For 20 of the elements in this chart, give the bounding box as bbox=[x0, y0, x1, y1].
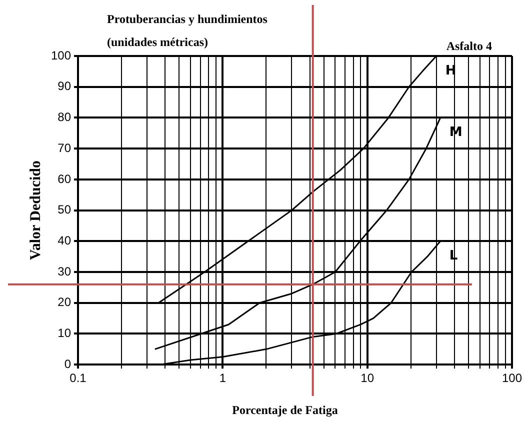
y-tick-label: 60 bbox=[58, 172, 72, 186]
y-tick-label: 80 bbox=[58, 110, 72, 124]
x-tick-label: 1 bbox=[219, 371, 226, 386]
x-axis-title: Porcentaje de Fatiga bbox=[232, 403, 338, 417]
y-tick-label: 40 bbox=[58, 233, 72, 248]
y-tick-label: 20 bbox=[58, 295, 72, 310]
chart-title: Protuberancias y hundimientos bbox=[107, 12, 268, 26]
y-tick-label: 70 bbox=[58, 140, 72, 155]
y-axis-title: Valor Deducido bbox=[28, 160, 44, 260]
x-tick-label: 10 bbox=[360, 371, 374, 386]
chart-subtitle: (unidades métricas) bbox=[107, 35, 208, 49]
y-tick-label: 10 bbox=[58, 326, 72, 340]
y-tick-label: 30 bbox=[58, 264, 72, 278]
x-tick-label: 0.1 bbox=[70, 371, 87, 386]
x-tick-label: 100 bbox=[502, 371, 522, 386]
y-tick-label: 50 bbox=[58, 202, 72, 217]
text: Asfalto 4 bbox=[446, 39, 492, 53]
y-tick-label: 90 bbox=[58, 79, 72, 94]
y-tick-label: 0 bbox=[64, 356, 72, 371]
y-tick-label: 100 bbox=[50, 48, 72, 62]
